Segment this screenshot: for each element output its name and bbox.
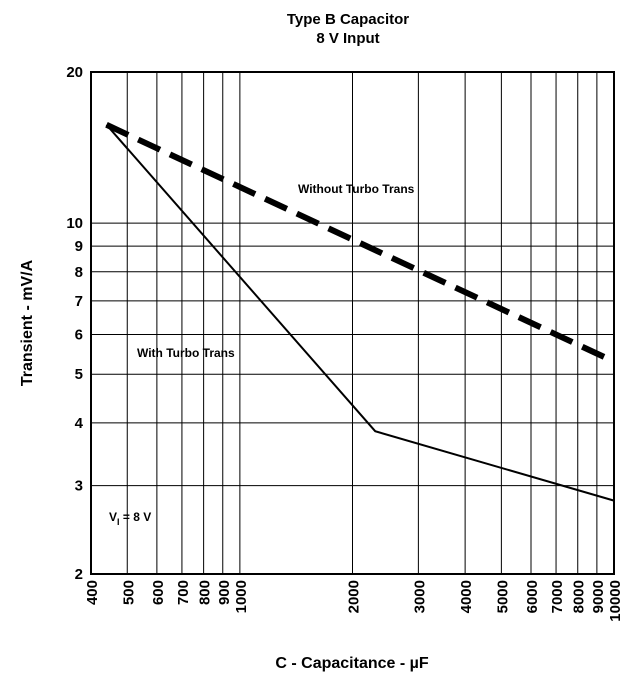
series-line-0: [105, 122, 616, 365]
x-axis-label: C - Capacitance - µF: [275, 655, 428, 672]
x-tick-label-700: 700: [175, 580, 192, 605]
x-tick-label-6000: 6000: [524, 580, 541, 613]
y-axis-label: Transient - mV/A: [19, 259, 36, 386]
x-tick-label-800: 800: [197, 580, 214, 605]
series-label-with-turbo: With Turbo Trans: [137, 346, 235, 360]
x-tick-labels: 400 500 600 700 800 900 1000 2000 3000 4000 5000 60…: [84, 580, 624, 622]
y-tick-label-3: 3: [75, 478, 83, 495]
series-lines: [105, 122, 616, 502]
y-tick-label-20: 20: [66, 64, 83, 81]
y-tick-label-6: 6: [75, 326, 83, 343]
y-tick-labels: 2 3 4 5 6 7 8 9 10 20: [66, 64, 83, 583]
x-tick-label-7000: 7000: [549, 580, 566, 613]
plot-frame: [90, 71, 615, 575]
y-tick-label-9: 9: [75, 238, 83, 255]
x-tick-label-8000: 8000: [571, 580, 588, 613]
x-tick-label-1000: 1000: [233, 580, 250, 613]
x-tick-label-900: 900: [216, 580, 233, 605]
series-label-without-turbo: Without Turbo Trans: [298, 182, 415, 196]
x-tick-label-2000: 2000: [346, 580, 363, 613]
vi-annotation-v: V: [109, 510, 117, 524]
chart-subtitle: 8 V Input: [316, 30, 379, 47]
x-tick-label-400: 400: [84, 580, 101, 605]
y-tick-label-10: 10: [66, 215, 83, 232]
series-line-1: [105, 124, 615, 502]
x-tick-label-3000: 3000: [411, 580, 428, 613]
x-tick-label-4000: 4000: [458, 580, 475, 613]
y-tick-label-5: 5: [75, 366, 83, 383]
x-tick-label-600: 600: [150, 580, 167, 605]
chart-title: Type B Capacitor: [287, 11, 409, 28]
vi-annotation: VI = 8 V: [109, 510, 151, 527]
y-tick-label-2: 2: [75, 566, 83, 583]
x-tick-label-9000: 9000: [590, 580, 607, 613]
y-tick-label-4: 4: [75, 415, 84, 432]
vi-annotation-value: = 8 V: [120, 510, 152, 524]
vi-annotation-sub: I: [117, 517, 120, 527]
x-tick-label-10000: 10000: [607, 580, 624, 622]
x-tick-label-5000: 5000: [494, 580, 511, 613]
x-tick-label-500: 500: [120, 580, 137, 605]
y-tick-label-7: 7: [75, 293, 83, 310]
y-tick-label-8: 8: [75, 264, 83, 281]
